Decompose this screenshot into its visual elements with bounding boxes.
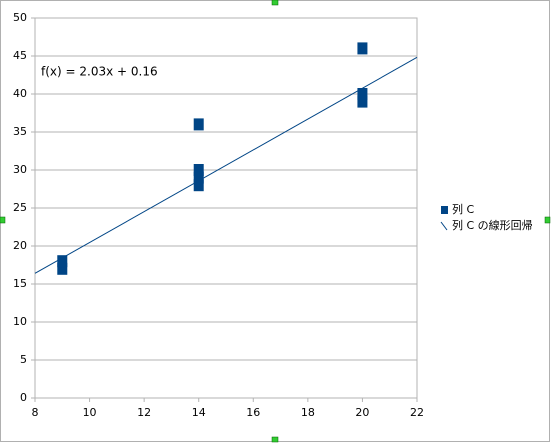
point bbox=[57, 255, 68, 268]
handle[interactable] bbox=[544, 216, 551, 224]
trendline bbox=[34, 56, 418, 274]
legend-label: 列 C の線形回帰 bbox=[452, 218, 533, 232]
y-tick-label: 45 bbox=[13, 49, 27, 62]
legend-label: 列 C bbox=[452, 202, 474, 216]
x-tick-label: 14 bbox=[192, 406, 206, 419]
x-tick-label: 18 bbox=[301, 406, 315, 419]
y-tick-label: 20 bbox=[13, 239, 27, 252]
x-tick-label: 16 bbox=[246, 406, 260, 419]
handle[interactable] bbox=[271, 0, 279, 6]
handle[interactable] bbox=[271, 436, 279, 443]
x-tick-label: 8 bbox=[32, 406, 39, 419]
y-tick-label: 50 bbox=[13, 11, 27, 24]
y-tick-label: 35 bbox=[13, 125, 27, 138]
y-tick-label: 15 bbox=[13, 277, 27, 290]
point bbox=[193, 171, 204, 184]
point bbox=[357, 42, 368, 55]
y-tick-label: 25 bbox=[13, 201, 27, 214]
y-tick-label: 40 bbox=[13, 87, 27, 100]
point bbox=[57, 262, 68, 275]
x-tick-label: 12 bbox=[137, 406, 151, 419]
point bbox=[357, 95, 368, 108]
legend-marker bbox=[441, 206, 448, 214]
point bbox=[193, 164, 204, 176]
legend-line bbox=[440, 221, 448, 231]
point bbox=[193, 179, 204, 192]
point bbox=[357, 88, 368, 100]
x-tick-label: 10 bbox=[83, 406, 97, 419]
y-tick-label: 10 bbox=[13, 315, 27, 328]
y-tick-label: 5 bbox=[20, 353, 27, 366]
y-tick-label: 30 bbox=[13, 163, 27, 176]
point bbox=[193, 118, 204, 131]
handle[interactable] bbox=[0, 216, 6, 224]
x-tick-label: 20 bbox=[355, 406, 369, 419]
y-tick-label: 0 bbox=[20, 391, 27, 404]
x-tick-label: 22 bbox=[410, 406, 424, 419]
trendline-equation: f(x) = 2.03x + 0.16 bbox=[41, 65, 158, 79]
